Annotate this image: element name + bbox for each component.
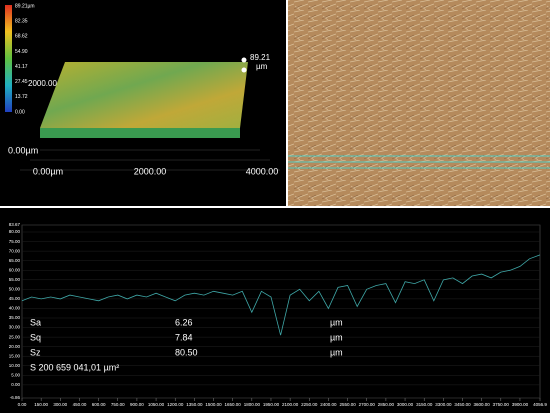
stat-cell: µm — [330, 347, 343, 357]
y-tick-label: 70.00 — [9, 248, 21, 253]
scale-label: 0.00 — [15, 109, 25, 115]
marker-dot — [241, 57, 247, 63]
x-tick-label: 2550.00 — [339, 402, 356, 407]
profile-line — [21, 254, 541, 336]
y-tick-label: 15.00 — [9, 353, 21, 358]
stat-area: S 200 659 041,01 µm² — [30, 362, 119, 372]
scale-label: 27.45 — [15, 79, 28, 85]
x-tick-label: 1800.00 — [244, 402, 261, 407]
stat-cell: Sz — [30, 347, 41, 357]
x-tick-label: 2400.00 — [320, 402, 337, 407]
x-tick-label: 600.00 — [92, 402, 106, 407]
profile-panel — [0, 208, 550, 413]
x-label: 0.00µm — [33, 166, 63, 176]
z-label: 0.00µm — [8, 145, 38, 155]
x-tick-label: 1200.00 — [167, 402, 184, 407]
x-tick-label: 3000.00 — [397, 402, 414, 407]
stat-cell: Sq — [30, 332, 41, 342]
y-tick-label: 50.00 — [9, 287, 21, 292]
x-tick-label: 3900.00 — [512, 402, 529, 407]
x-tick-label: 3300.00 — [435, 402, 452, 407]
y-tick-label: 45.00 — [9, 296, 21, 301]
x-tick-label: 2700.00 — [359, 402, 376, 407]
y-label: 2000.00 — [28, 79, 57, 88]
x-tick-label: 450.00 — [73, 402, 87, 407]
scan-lines — [288, 155, 550, 169]
y-tick-label: 40.00 — [9, 306, 21, 311]
x-tick-label: 1650.00 — [225, 402, 242, 407]
y-tick-label: 10.00 — [9, 363, 21, 368]
x-tick-label: 3750.00 — [493, 402, 510, 407]
scale-label: 41.17 — [15, 64, 28, 70]
stat-cell: 6.26 — [175, 317, 193, 327]
x-tick-label: 3450.00 — [454, 402, 471, 407]
x-tick-label: 1950.00 — [263, 402, 280, 407]
x-tick-label: 750.00 — [111, 402, 125, 407]
scale-label: 68.62 — [15, 34, 28, 40]
surface-side — [40, 128, 240, 138]
scale-label: 54.90 — [15, 49, 28, 55]
x-tick-label: 3150.00 — [416, 402, 433, 407]
y-tick-label: 83.67 — [9, 222, 21, 227]
y-tick-label: 30.00 — [9, 325, 21, 330]
stat-cell: µm — [330, 317, 343, 327]
stat-cell: Sa — [30, 317, 41, 327]
x-tick-label: 3600.00 — [474, 402, 491, 407]
x-tick-label: 2850.00 — [378, 402, 395, 407]
x-tick-label: 1500.00 — [205, 402, 222, 407]
y-tick-label: 20.00 — [9, 344, 21, 349]
x-tick-label: 1350.00 — [186, 402, 203, 407]
y-tick-label: 80.00 — [9, 229, 21, 234]
y-tick-label: 60.00 — [9, 267, 21, 272]
marker-unit: µm — [256, 62, 268, 71]
surface — [40, 62, 248, 128]
x-tick-label: 4056.9 — [533, 402, 547, 407]
x-tick-label: 2100.00 — [282, 402, 299, 407]
scale-label: 89.21µm — [15, 3, 35, 9]
x-tick-label: 0.00 — [18, 402, 27, 407]
y-tick-label: -6.86 — [10, 395, 21, 400]
scale-label: 82.35 — [15, 18, 28, 24]
floor-grid — [20, 149, 280, 171]
y-tick-label: 65.00 — [9, 258, 21, 263]
x-tick-label: 900.00 — [130, 402, 144, 407]
x-tick-label: 2250.00 — [301, 402, 318, 407]
y-tick-label: 75.00 — [9, 239, 21, 244]
x-tick-label: 300.00 — [53, 402, 67, 407]
y-tick-label: 35.00 — [9, 315, 21, 320]
scale-label: 13.72 — [15, 94, 28, 100]
marker-value: 89.21 — [250, 53, 271, 62]
sample-photo — [288, 0, 550, 206]
x-tick-label: 1050.00 — [148, 402, 165, 407]
y-tick-label: 55.00 — [9, 277, 21, 282]
color-scale — [5, 5, 12, 112]
stat-cell: 80.50 — [175, 347, 198, 357]
x-label: 4000.00 — [246, 166, 279, 176]
y-tick-label: 5.00 — [11, 373, 20, 378]
stat-cell: µm — [330, 332, 343, 342]
x-label: 2000.00 — [134, 166, 167, 176]
marker-dot — [241, 67, 247, 73]
stat-cell: 7.84 — [175, 332, 193, 342]
y-tick-label: 25.00 — [9, 334, 21, 339]
x-tick-label: 150.00 — [34, 402, 48, 407]
y-tick-label: 0.00 — [11, 382, 20, 387]
